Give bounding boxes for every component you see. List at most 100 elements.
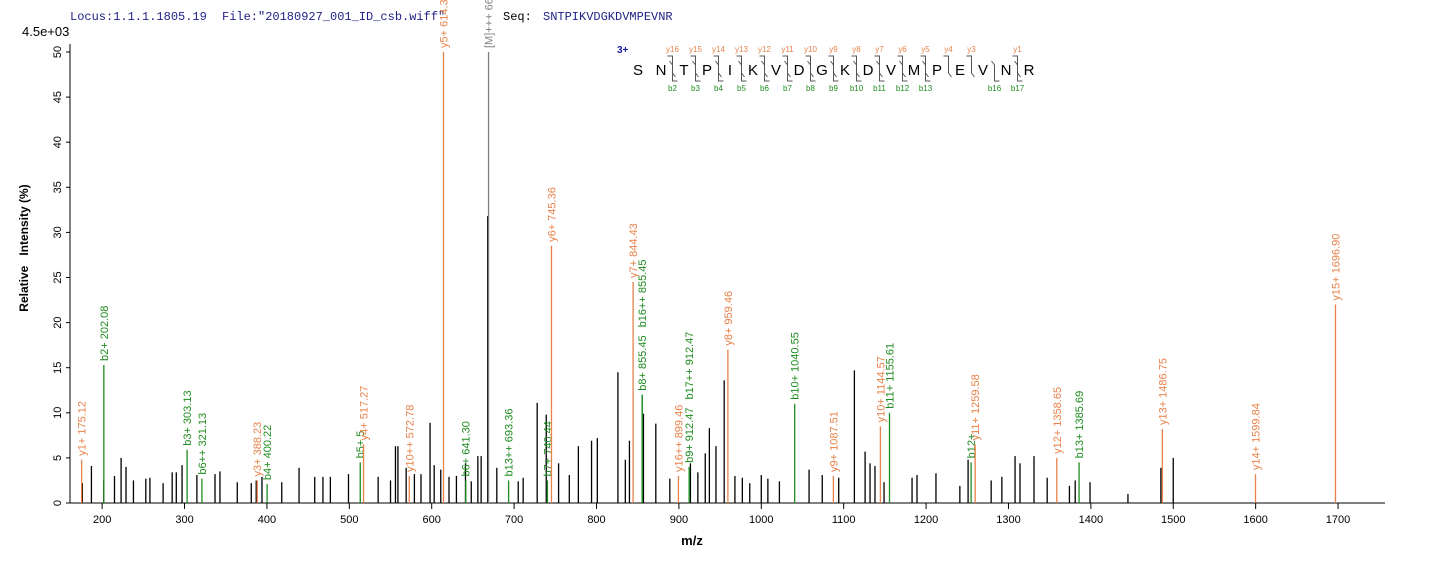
x-tick-label: 200 <box>93 514 111 526</box>
y-bracket <box>828 55 837 78</box>
y-tick-label: 5 <box>52 455 64 461</box>
y-ion-label: y14 <box>712 45 725 54</box>
x-tick-label: 600 <box>423 514 441 526</box>
b-bracket <box>669 60 678 82</box>
b-ion-label: b8 <box>806 84 815 93</box>
y-bracket <box>667 55 676 78</box>
b-ion-label: b11 <box>873 84 886 93</box>
y-ion-label: y8 <box>852 45 861 54</box>
b-ion-label: b13 <box>919 84 933 93</box>
y-tick-label: 20 <box>52 316 64 328</box>
peak-label: b13+ 1385.69 <box>1074 391 1086 459</box>
y-tick-label: 50 <box>52 46 64 58</box>
b-ion-label: b12 <box>896 84 910 93</box>
b-ion-label: b3 <box>691 84 700 93</box>
peak-label: b5+ 5 <box>355 431 367 459</box>
x-tick-label: 1600 <box>1243 514 1267 526</box>
y-bracket <box>759 55 768 78</box>
y-bracket <box>713 55 722 78</box>
y-ion-label: y5 <box>921 45 930 54</box>
residue: V <box>978 62 988 79</box>
b-ion-label: b6 <box>760 84 769 93</box>
x-tick-label: 1000 <box>749 514 773 526</box>
y-bracket <box>1012 55 1021 78</box>
residue: N <box>1001 62 1012 79</box>
y-tick-label: 10 <box>52 407 64 419</box>
peak-label: y15+ 1696.90 <box>1330 234 1342 301</box>
x-tick-label: 800 <box>587 514 605 526</box>
file: File:"20180927_001_ID_csb.wiff" <box>222 10 445 24</box>
scale-label: 4.5e+03 <box>22 24 69 39</box>
y-tick-label: 15 <box>52 362 64 374</box>
x-tick-label: 700 <box>505 514 523 526</box>
peak-label: b11+ 1155.61 <box>884 343 896 409</box>
b-ion-label: b7 <box>783 84 792 93</box>
b-bracket <box>692 60 701 82</box>
y-ion-label: y16 <box>666 45 679 54</box>
b-bracket <box>784 60 793 82</box>
b-ion-label: b10 <box>850 84 864 93</box>
b-bracket <box>991 60 1000 82</box>
residue: P <box>702 62 712 79</box>
x-tick-label: 500 <box>340 514 358 526</box>
peak-label: y16++ 899.46 <box>673 405 685 472</box>
x-tick-label: 1300 <box>996 514 1020 526</box>
b-ion-label: b9 <box>829 84 838 93</box>
y-tick-label: 45 <box>52 91 64 103</box>
b-bracket <box>715 60 724 82</box>
peak-label: [M]+++ 66 <box>484 0 496 48</box>
peak-label: b7+ 740.44 <box>542 421 554 476</box>
x-tick-label: 400 <box>258 514 276 526</box>
y-tick-label: 25 <box>52 271 64 283</box>
x-tick-label: 1400 <box>1079 514 1103 526</box>
peak-label: y3+ 388.23 <box>252 422 264 477</box>
b-bracket <box>807 60 816 82</box>
b-ion-label: b4 <box>714 84 723 93</box>
residue: N <box>656 62 667 79</box>
y-ion-label: y3 <box>967 45 976 54</box>
x-tick-label: 1100 <box>832 514 856 526</box>
peak-label: b8+ 855.45 <box>637 335 649 390</box>
y-tick-label: 30 <box>52 226 64 238</box>
peak-label: y10+ 1144.57 <box>875 356 887 422</box>
residue: I <box>728 62 732 79</box>
peak-label: y1+ 175.12 <box>77 401 89 456</box>
sequence: SNTPIKVDGKDVMPEVNR <box>543 10 673 24</box>
residue: S <box>633 62 643 79</box>
y-bracket <box>805 55 814 78</box>
y-bracket <box>782 55 791 78</box>
x-tick-label: 300 <box>175 514 193 526</box>
x-tick-label: 1700 <box>1326 514 1350 526</box>
y-bracket <box>943 55 952 78</box>
residue: T <box>679 62 688 79</box>
x-tick-label: 900 <box>670 514 688 526</box>
b-bracket <box>738 60 747 82</box>
peak-label: y14+ 1599.84 <box>1251 403 1263 470</box>
y-tick-label: 0 <box>52 500 64 506</box>
b-bracket <box>876 60 885 82</box>
b-bracket <box>899 60 908 82</box>
peak-label: b10+ 1040.55 <box>790 332 802 400</box>
peak-label: y13+ 1486.75 <box>1157 358 1169 425</box>
peak-label: y7+ 844.43 <box>628 223 640 278</box>
peak-label: b17++ 912.47 <box>684 332 696 400</box>
peak-label: b4+ 400.22 <box>262 425 274 480</box>
y-ion-label: y6 <box>898 45 907 54</box>
peak-label: y6+ 745.36 <box>546 187 558 242</box>
y-ion-label: y7 <box>875 45 884 54</box>
b-bracket <box>761 60 770 82</box>
x-axis-label: m/z <box>681 533 703 548</box>
residue: M <box>908 62 921 79</box>
x-tick-label: 1200 <box>914 514 938 526</box>
residue: R <box>1024 62 1035 79</box>
locus: Locus:1.1.1.1805.19 <box>70 10 207 24</box>
y-ion-label: y15 <box>689 45 702 54</box>
residue: P <box>932 62 942 79</box>
y-ion-label: y12 <box>758 45 771 54</box>
y-tick-label: 40 <box>52 136 64 148</box>
b-ion-label: b17 <box>1011 84 1025 93</box>
y-bracket <box>736 55 745 78</box>
y-ion-label: y10 <box>804 45 817 54</box>
charge: 3+ <box>617 45 629 56</box>
